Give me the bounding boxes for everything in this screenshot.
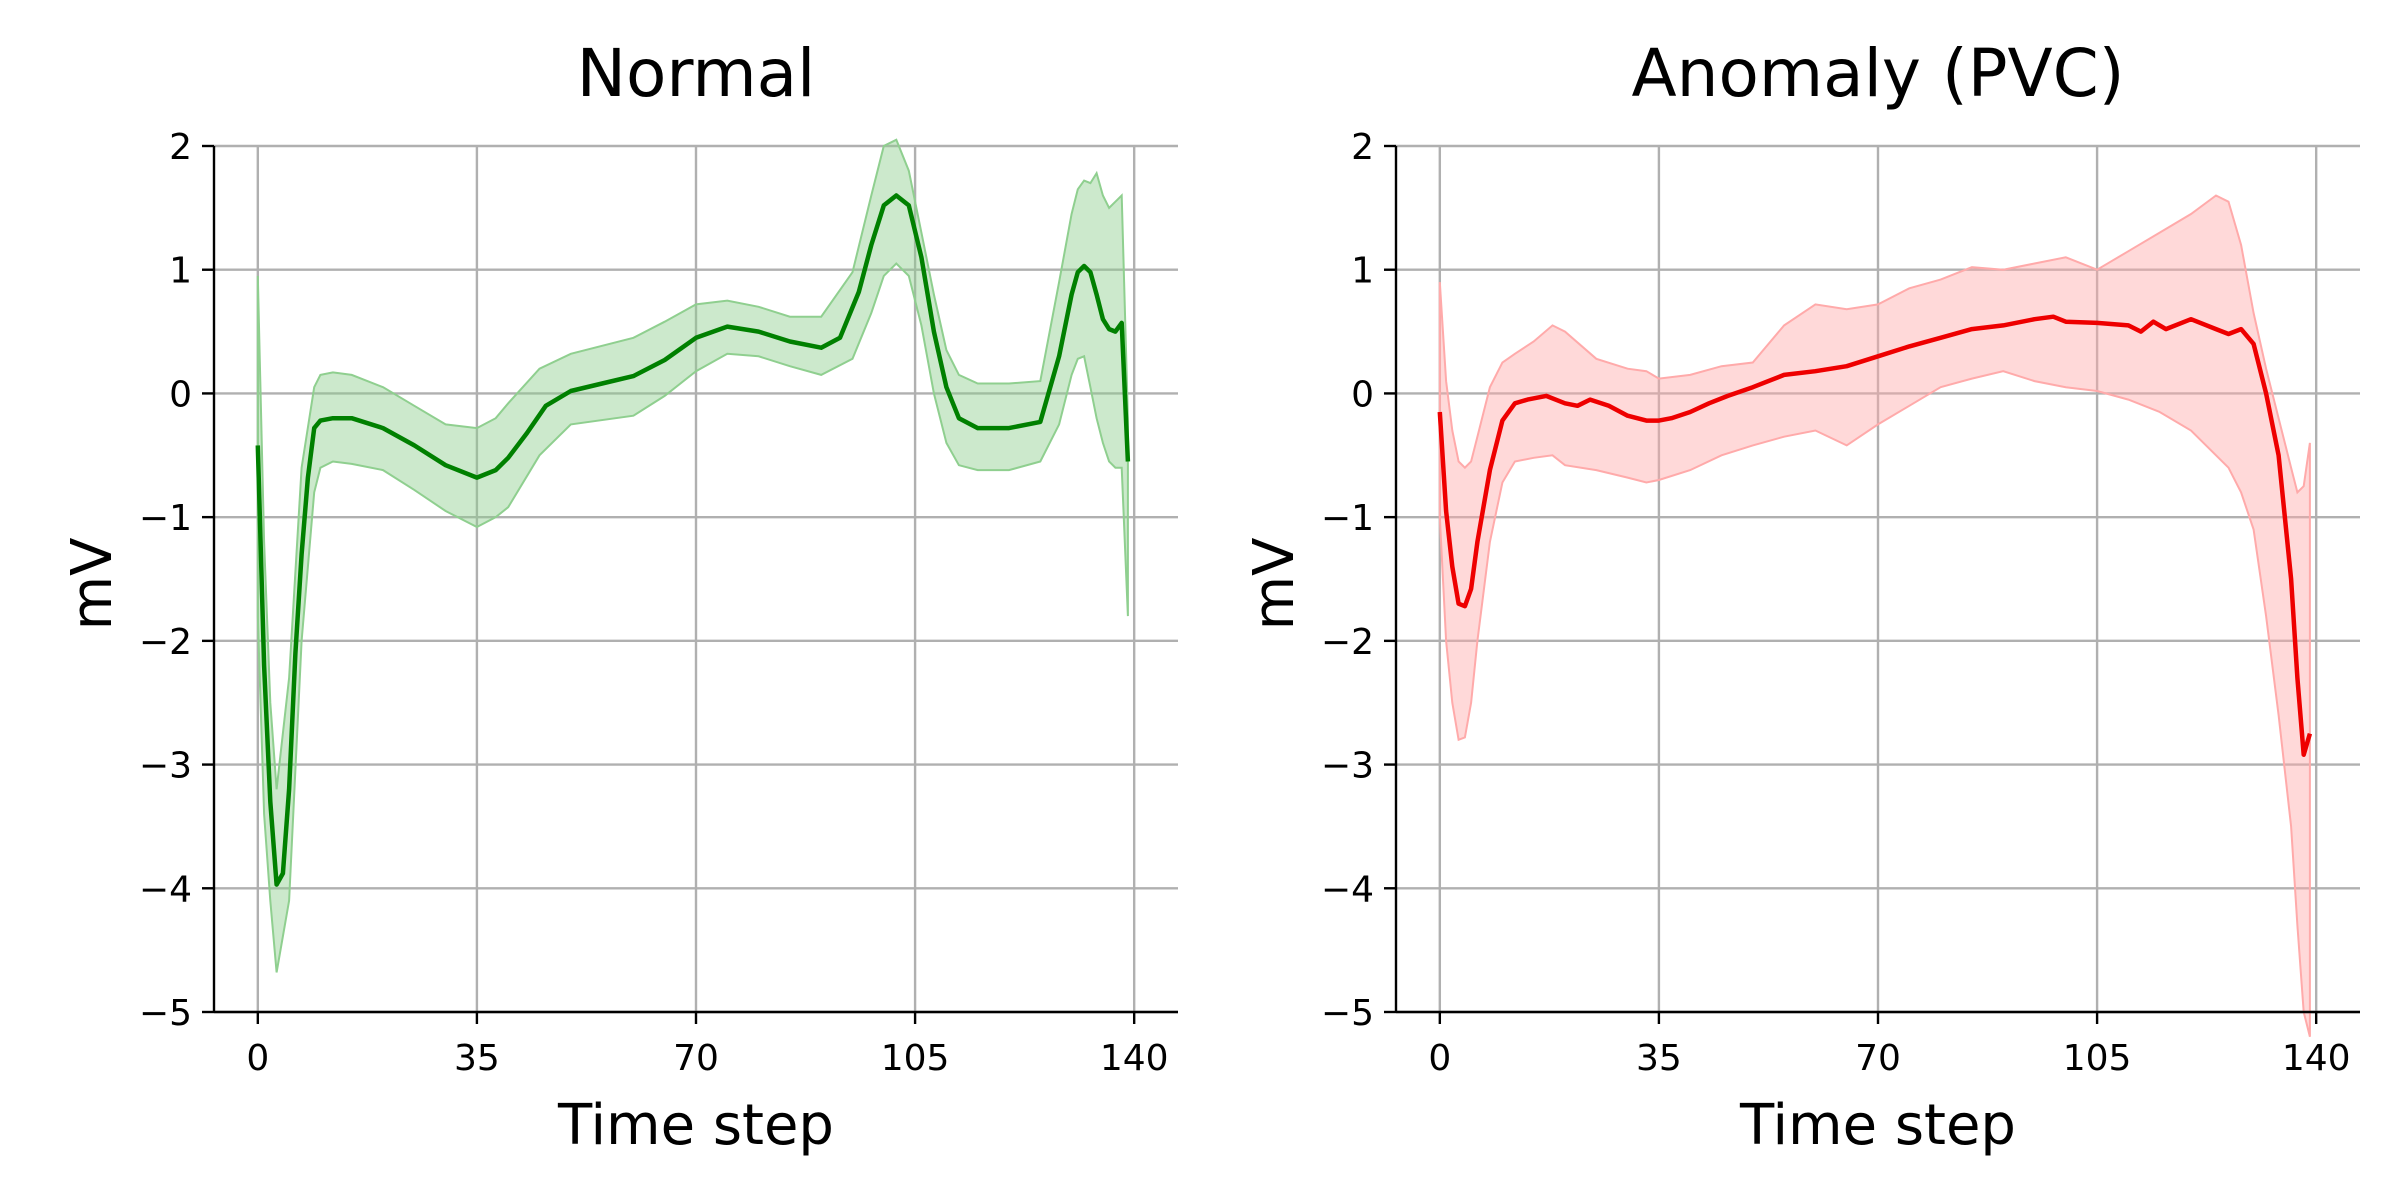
y-tick-label: −3 <box>1321 746 1374 787</box>
std-band <box>1438 194 2311 1037</box>
ticks: 0 35 70 105 140 2 1 0 −1 −2 −3 −4 −5 <box>139 127 1169 1079</box>
normal-panel: Normal 0 35 70 105 140 2 1 0 −1 −2 −3 −4 −5 Time ste… <box>60 35 1178 1158</box>
y-tick-label: −1 <box>1321 498 1374 539</box>
x-tick-label: 35 <box>454 1038 500 1079</box>
y-tick-label: 1 <box>1351 251 1374 292</box>
grid <box>214 144 1178 1014</box>
x-tick-label: 70 <box>673 1038 719 1079</box>
y-tick-label: 0 <box>1351 374 1374 415</box>
x-tick-label: 70 <box>1855 1038 1901 1079</box>
y-tick-label: 1 <box>169 251 192 292</box>
panel-title: Anomaly (PVC) <box>1631 35 2124 112</box>
x-tick-label: 105 <box>2063 1038 2132 1079</box>
y-tick-label: 2 <box>169 127 192 168</box>
y-tick-label: −3 <box>139 746 192 787</box>
y-tick-label: −1 <box>139 498 192 539</box>
x-axis-label: Time step <box>1739 1093 2016 1158</box>
x-axis-label: Time step <box>557 1093 834 1158</box>
y-tick-label: 2 <box>1351 127 1374 168</box>
y-tick-label: −5 <box>1321 993 1374 1034</box>
x-tick-label: 35 <box>1636 1038 1682 1079</box>
std-band <box>256 138 1129 973</box>
x-tick-label: 105 <box>881 1038 950 1079</box>
x-tick-label: 140 <box>1100 1038 1169 1079</box>
y-tick-label: −2 <box>1321 622 1374 663</box>
anomaly-panel: Anomaly (PVC) 0 35 70 105 140 2 1 0 −1 −2 −3 −4 −5 T… <box>1242 35 2360 1158</box>
x-tick-label: 140 <box>2282 1038 2351 1079</box>
ticks: 0 35 70 105 140 2 1 0 −1 −2 −3 −4 −5 <box>1321 127 2351 1079</box>
y-axis-label: mV <box>60 538 125 631</box>
x-tick-label: 0 <box>1428 1038 1451 1079</box>
y-tick-label: −4 <box>1321 869 1374 910</box>
x-tick-label: 0 <box>246 1038 269 1079</box>
y-tick-label: −4 <box>139 869 192 910</box>
y-tick-label: 0 <box>169 374 192 415</box>
y-tick-label: −2 <box>139 622 192 663</box>
mean-line <box>255 193 1131 887</box>
panel-title: Normal <box>577 35 816 112</box>
mean-line <box>1437 314 2313 757</box>
y-axis-label: mV <box>1242 538 1307 631</box>
y-tick-label: −5 <box>139 993 192 1034</box>
